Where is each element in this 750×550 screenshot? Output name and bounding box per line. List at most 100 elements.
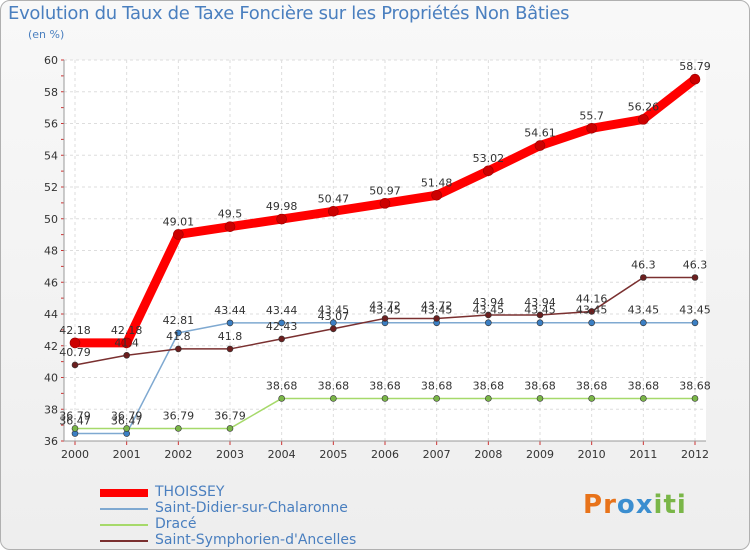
data-label: 38.68 — [628, 379, 660, 392]
data-point — [278, 319, 285, 327]
x-tick-label: 2004 — [268, 448, 296, 461]
legend-item: Saint-Symphorien-d'Ancelles — [100, 532, 420, 549]
data-label: 50.97 — [369, 184, 401, 197]
data-point — [381, 395, 389, 402]
data-point — [536, 311, 544, 319]
data-label: 38.68 — [421, 379, 453, 392]
data-label: 50.47 — [318, 192, 350, 205]
data-label: 38.68 — [473, 379, 505, 392]
data-label: 43.45 — [576, 304, 608, 317]
x-tick-label: 2008 — [474, 448, 502, 461]
data-point — [379, 198, 391, 209]
legend-item: Saint-Didier-sur-Chalaronne — [100, 500, 420, 517]
data-point — [689, 73, 701, 85]
legend-swatch — [100, 508, 148, 510]
data-label: 43.45 — [679, 304, 711, 317]
y-tick-label: 60 — [44, 54, 58, 67]
data-label: 46.3 — [683, 258, 708, 271]
data-label: 44.16 — [576, 292, 608, 305]
data-label: 43.45 — [421, 304, 453, 317]
y-tick-label: 58 — [44, 86, 58, 99]
data-point — [123, 425, 130, 432]
data-point — [328, 205, 339, 217]
data-point — [226, 319, 234, 327]
y-tick-label: 48 — [44, 245, 58, 258]
data-label: 36.79 — [163, 409, 195, 422]
y-tick-label: 46 — [44, 276, 58, 289]
y-tick-label: 44 — [44, 308, 58, 321]
data-point — [638, 114, 649, 125]
logo-text: Proxiti — [583, 490, 687, 520]
data-label: 38.68 — [524, 379, 556, 392]
data-point — [588, 308, 595, 315]
data-point — [485, 395, 492, 402]
data-label: 46.3 — [631, 258, 656, 271]
data-point — [175, 329, 182, 337]
data-label: 43.45 — [369, 304, 401, 317]
x-tick-label: 2011 — [629, 448, 657, 461]
data-point — [588, 319, 595, 327]
x-tick-label: 2007 — [423, 448, 451, 461]
y-tick-label: 40 — [44, 372, 58, 385]
data-point — [534, 140, 546, 151]
data-point — [483, 165, 494, 177]
data-label: 41.4 — [114, 336, 139, 349]
data-label: 38.68 — [576, 379, 608, 392]
x-tick-label: 2012 — [681, 448, 709, 461]
x-tick-label: 2009 — [526, 448, 554, 461]
data-point — [276, 213, 287, 225]
data-point — [640, 274, 647, 281]
y-tick-label: 56 — [44, 118, 58, 131]
data-label: 55.7 — [579, 109, 604, 122]
data-point — [224, 221, 236, 232]
x-tick-label: 2003 — [216, 448, 244, 461]
data-label: 43.45 — [524, 304, 556, 317]
legend-label: THOISSEY — [155, 484, 225, 500]
legend-swatch — [100, 540, 148, 542]
data-point — [485, 311, 492, 319]
data-label: 43.44 — [214, 304, 246, 317]
data-label: 54.61 — [524, 127, 556, 140]
legend-item: Dracé — [100, 516, 420, 533]
x-tick-label: 2002 — [164, 448, 192, 461]
data-label: 43.72 — [369, 299, 401, 312]
legend: THOISSEY Saint-Didier-sur-Chalaronne Dracé… — [100, 484, 420, 549]
data-point — [278, 395, 285, 402]
data-label: 36.79 — [111, 409, 143, 422]
data-label: 49.01 — [163, 215, 195, 228]
data-point — [121, 337, 132, 349]
data-point — [691, 274, 699, 281]
x-tick-label: 2006 — [371, 448, 399, 461]
data-label: 43.94 — [524, 296, 556, 309]
data-point — [71, 361, 79, 369]
data-point — [640, 319, 647, 327]
legend-label: Dracé — [155, 516, 197, 532]
data-point — [330, 395, 337, 402]
data-label: 43.94 — [473, 296, 505, 309]
x-tick-label: 2010 — [578, 448, 606, 461]
data-label: 43.72 — [421, 299, 453, 312]
data-label: 41.8 — [166, 330, 191, 343]
data-point — [330, 325, 337, 333]
y-tick-label: 42 — [44, 340, 58, 353]
data-label: 56.26 — [628, 100, 660, 113]
y-tick-label: 54 — [44, 149, 58, 162]
data-point — [278, 335, 285, 343]
y-tick-label: 36 — [44, 435, 58, 448]
x-tick-label: 2005 — [319, 448, 347, 461]
data-point — [69, 337, 81, 349]
data-label: 38.68 — [318, 379, 350, 392]
y-tick-label: 38 — [44, 403, 58, 416]
legend-label: Saint-Didier-sur-Chalaronne — [155, 500, 348, 516]
data-label: 41.8 — [218, 330, 243, 343]
data-label: 36.79 — [59, 409, 91, 422]
data-point — [226, 425, 234, 432]
data-label: 53.02 — [473, 152, 505, 165]
legend-label: Saint-Symphorien-d'Ancelles — [155, 532, 357, 548]
data-label: 43.07 — [318, 310, 350, 323]
data-label: 43.45 — [473, 304, 505, 317]
x-tick-label: 2001 — [113, 448, 141, 461]
data-point — [485, 319, 492, 327]
y-tick-label: 50 — [44, 213, 58, 226]
